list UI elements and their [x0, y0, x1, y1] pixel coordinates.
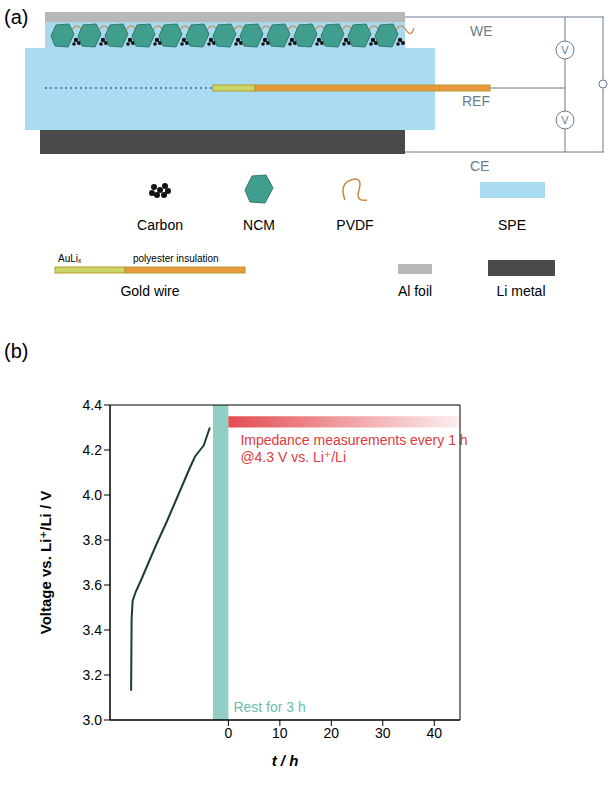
svg-text:Li metal: Li metal	[496, 283, 545, 299]
svg-text:20: 20	[324, 725, 340, 741]
svg-text:(a): (a)	[4, 6, 28, 28]
svg-text:V: V	[561, 114, 569, 126]
svg-text:Gold wire: Gold wire	[120, 283, 179, 299]
svg-text:CE: CE	[470, 158, 489, 174]
svg-text:3.6: 3.6	[83, 577, 103, 593]
svg-text:Voltage vs. Li⁺/Li / V: Voltage vs. Li⁺/Li / V	[37, 491, 54, 635]
svg-text:t / h: t / h	[272, 752, 299, 769]
svg-text:4.2: 4.2	[83, 442, 103, 458]
svg-text:10: 10	[272, 725, 288, 741]
svg-text:3.8: 3.8	[83, 532, 103, 548]
svg-text:WE: WE	[470, 23, 493, 39]
svg-text:SPE: SPE	[498, 217, 526, 233]
svg-text:Al foil: Al foil	[398, 283, 432, 299]
svg-text:PVDF: PVDF	[336, 217, 373, 233]
svg-text:Impedance measurements every 1: Impedance measurements every 1 h	[240, 432, 467, 448]
svg-text:REF: REF	[462, 93, 490, 109]
svg-text:V: V	[561, 44, 569, 56]
svg-text:AuLiₓ: AuLiₓ	[58, 253, 82, 264]
svg-text:30: 30	[375, 725, 391, 741]
svg-text:40: 40	[426, 725, 442, 741]
svg-text:NCM: NCM	[243, 217, 275, 233]
svg-text:polyester insulation: polyester insulation	[133, 253, 219, 264]
html-text:(b): (b)	[4, 340, 29, 362]
svg-text:3.2: 3.2	[83, 667, 103, 683]
svg-text:3.0: 3.0	[83, 712, 103, 728]
svg-text:3.4: 3.4	[83, 622, 103, 638]
svg-text:Rest for 3 h: Rest for 3 h	[233, 699, 305, 715]
svg-text:Carbon: Carbon	[137, 217, 183, 233]
svg-text:4.4: 4.4	[83, 397, 103, 413]
svg-text:@4.3 V vs. Li⁺/Li: @4.3 V vs. Li⁺/Li	[240, 449, 346, 465]
svg-text:0: 0	[224, 725, 232, 741]
svg-text:4.0: 4.0	[83, 487, 103, 503]
